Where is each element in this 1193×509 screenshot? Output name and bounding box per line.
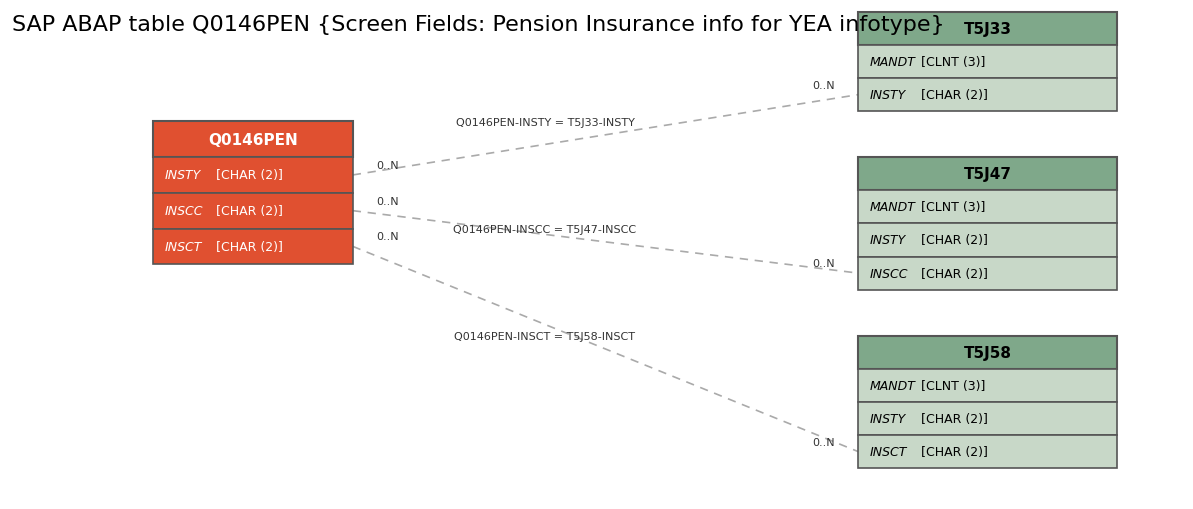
FancyBboxPatch shape bbox=[858, 369, 1117, 402]
Text: T5J33: T5J33 bbox=[964, 22, 1012, 37]
FancyBboxPatch shape bbox=[858, 224, 1117, 257]
Text: Q0146PEN-INSCT = T5J58-INSCT: Q0146PEN-INSCT = T5J58-INSCT bbox=[455, 332, 636, 342]
Text: INSCC: INSCC bbox=[165, 205, 203, 218]
Text: T5J47: T5J47 bbox=[964, 167, 1012, 182]
FancyBboxPatch shape bbox=[858, 435, 1117, 468]
FancyBboxPatch shape bbox=[858, 79, 1117, 112]
Text: Q0146PEN: Q0146PEN bbox=[208, 132, 297, 148]
FancyBboxPatch shape bbox=[858, 158, 1117, 191]
FancyBboxPatch shape bbox=[153, 122, 353, 158]
Text: INSCC: INSCC bbox=[870, 267, 909, 280]
Text: INSTY: INSTY bbox=[165, 169, 200, 182]
Text: 0..N: 0..N bbox=[812, 259, 835, 269]
Text: [CHAR (2)]: [CHAR (2)] bbox=[917, 445, 988, 458]
Text: MANDT: MANDT bbox=[870, 56, 916, 69]
Text: INSCT: INSCT bbox=[870, 445, 908, 458]
FancyBboxPatch shape bbox=[153, 158, 353, 193]
FancyBboxPatch shape bbox=[858, 402, 1117, 435]
Text: 0..N: 0..N bbox=[376, 232, 398, 242]
Text: INSTY: INSTY bbox=[870, 89, 907, 102]
Text: [CHAR (2)]: [CHAR (2)] bbox=[917, 267, 988, 280]
Text: MANDT: MANDT bbox=[870, 201, 916, 214]
FancyBboxPatch shape bbox=[858, 257, 1117, 290]
Text: [CLNT (3)]: [CLNT (3)] bbox=[917, 379, 985, 392]
Text: 0..N: 0..N bbox=[376, 160, 398, 171]
Text: [CHAR (2)]: [CHAR (2)] bbox=[917, 89, 988, 102]
Text: [CHAR (2)]: [CHAR (2)] bbox=[211, 240, 283, 253]
Text: [CHAR (2)]: [CHAR (2)] bbox=[917, 234, 988, 247]
FancyBboxPatch shape bbox=[858, 191, 1117, 224]
Text: [CHAR (2)]: [CHAR (2)] bbox=[211, 205, 283, 218]
Text: [CLNT (3)]: [CLNT (3)] bbox=[917, 56, 985, 69]
Text: [CLNT (3)]: [CLNT (3)] bbox=[917, 201, 985, 214]
FancyBboxPatch shape bbox=[858, 46, 1117, 79]
Text: 0..N: 0..N bbox=[812, 437, 835, 447]
FancyBboxPatch shape bbox=[153, 193, 353, 229]
Text: T5J58: T5J58 bbox=[964, 345, 1012, 360]
Text: [CHAR (2)]: [CHAR (2)] bbox=[917, 412, 988, 425]
Text: Q0146PEN-INSCC = T5J47-INSCC: Q0146PEN-INSCC = T5J47-INSCC bbox=[453, 225, 637, 235]
FancyBboxPatch shape bbox=[858, 13, 1117, 46]
Text: 0..N: 0..N bbox=[812, 80, 835, 91]
Text: 0..N: 0..N bbox=[376, 196, 398, 206]
Text: INSCT: INSCT bbox=[165, 240, 202, 253]
Text: INSTY: INSTY bbox=[870, 412, 907, 425]
Text: MANDT: MANDT bbox=[870, 379, 916, 392]
FancyBboxPatch shape bbox=[153, 229, 353, 265]
Text: SAP ABAP table Q0146PEN {Screen Fields: Pension Insurance info for YEA infotype}: SAP ABAP table Q0146PEN {Screen Fields: … bbox=[12, 15, 945, 35]
Text: Q0146PEN-INSTY = T5J33-INSTY: Q0146PEN-INSTY = T5J33-INSTY bbox=[456, 118, 635, 128]
Text: [CHAR (2)]: [CHAR (2)] bbox=[211, 169, 283, 182]
FancyBboxPatch shape bbox=[858, 336, 1117, 369]
Text: INSTY: INSTY bbox=[870, 234, 907, 247]
